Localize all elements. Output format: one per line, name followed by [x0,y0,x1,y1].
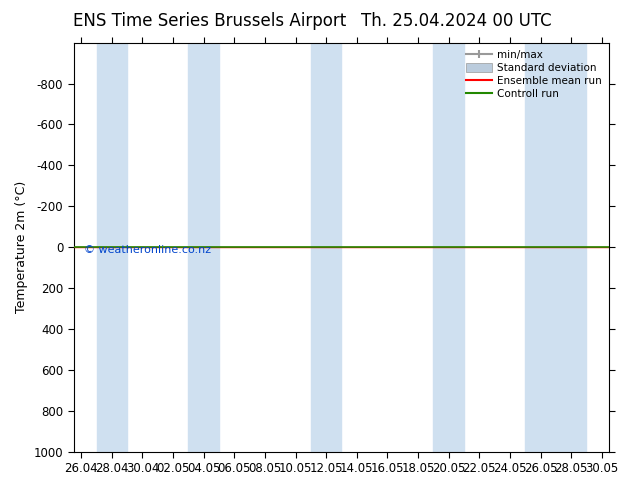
Text: Th. 25.04.2024 00 UTC: Th. 25.04.2024 00 UTC [361,12,552,30]
Bar [434,43,464,452]
Text: ENS Time Series Brussels Airport: ENS Time Series Brussels Airport [73,12,346,30]
Text: © weatheronline.co.nz: © weatheronline.co.nz [84,245,211,255]
Y-axis label: Temperature 2m (°C): Temperature 2m (°C) [15,181,28,313]
Bar [525,43,586,452]
Legend: min/max, Standard deviation, Ensemble mean run, Controll run: min/max, Standard deviation, Ensemble me… [464,48,604,101]
Bar [96,43,127,452]
Bar [311,43,342,452]
Bar [188,43,219,452]
